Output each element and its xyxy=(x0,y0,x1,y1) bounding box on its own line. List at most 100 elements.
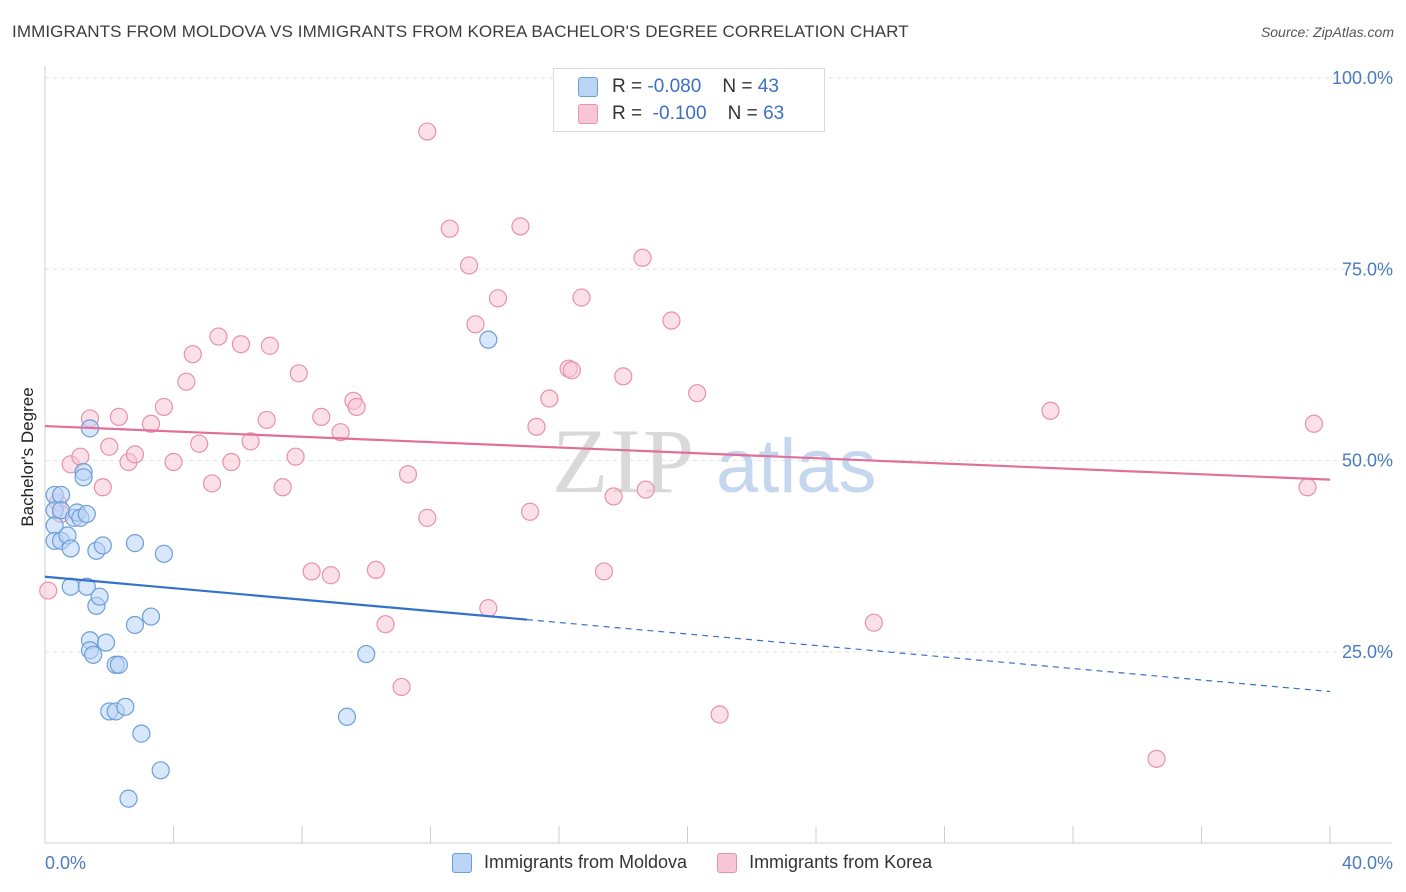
data-point-moldova xyxy=(357,644,376,664)
data-point-korea xyxy=(125,445,145,464)
data-point-korea xyxy=(190,434,209,453)
data-point-korea xyxy=(376,615,395,634)
y-axis-label: Bachelor's Degree xyxy=(18,387,37,526)
source-label: Source: ZipAtlas.com xyxy=(1260,24,1394,40)
data-point-korea xyxy=(164,452,183,472)
data-point-korea xyxy=(418,508,437,527)
watermark-zip: ZIP xyxy=(552,410,696,512)
data-point-korea xyxy=(154,397,173,417)
data-point-korea xyxy=(440,219,459,238)
data-point-korea xyxy=(636,480,655,499)
data-point-korea xyxy=(100,437,119,456)
data-point-korea xyxy=(527,417,546,436)
legend-label-korea: Immigrants from Korea xyxy=(749,852,933,872)
data-point-moldova xyxy=(119,789,138,808)
legend-row-moldova: R = -0.080 N = 43 xyxy=(578,75,779,99)
data-point-korea xyxy=(209,327,228,346)
data-point-korea xyxy=(562,361,581,380)
stats-legend: R = -0.080 N = 43 R = -0.100 N = 63 xyxy=(553,68,825,132)
data-point-moldova xyxy=(116,697,135,716)
data-point-korea xyxy=(614,367,633,386)
data-point-korea xyxy=(459,256,479,275)
legend-label-moldova: Immigrants from Moldova xyxy=(484,852,688,872)
data-point-korea xyxy=(511,217,530,236)
y-tick-label: 100.0% xyxy=(1332,68,1393,88)
legend-swatch-moldova xyxy=(452,852,472,873)
data-point-moldova xyxy=(77,577,96,596)
data-point-korea xyxy=(488,289,508,308)
data-point-korea xyxy=(222,452,241,472)
data-point-korea xyxy=(321,566,341,585)
data-point-korea xyxy=(418,122,437,141)
trend-lines xyxy=(44,424,1331,693)
data-point-korea xyxy=(286,447,305,466)
data-point-korea xyxy=(633,248,652,267)
data-point-korea xyxy=(231,335,251,354)
series-korea xyxy=(39,122,1324,768)
data-point-korea xyxy=(540,389,559,408)
legend-n-value: 43 xyxy=(757,76,779,97)
data-point-korea xyxy=(479,599,498,618)
data-point-korea xyxy=(257,410,276,430)
data-point-korea xyxy=(177,372,196,391)
data-point-korea xyxy=(662,311,681,330)
data-point-korea xyxy=(331,423,350,442)
data-point-moldova xyxy=(125,534,145,553)
data-point-korea xyxy=(572,288,591,307)
data-point-korea xyxy=(392,677,411,697)
data-point-korea xyxy=(864,613,883,632)
legend-r-label: R = xyxy=(612,103,643,124)
data-point-korea xyxy=(466,315,485,334)
data-point-korea xyxy=(520,502,540,521)
series-legend: Immigrants from Moldova Immigrants from … xyxy=(452,852,962,873)
data-point-moldova xyxy=(93,536,112,555)
data-point-moldova xyxy=(51,485,71,505)
axes xyxy=(44,66,1392,844)
data-point-moldova xyxy=(132,724,151,743)
data-point-moldova xyxy=(74,468,93,487)
legend-swatch-korea xyxy=(717,852,738,873)
data-point-korea xyxy=(366,560,385,579)
data-point-moldova xyxy=(96,633,116,652)
data-point-korea xyxy=(312,407,331,426)
data-point-moldova xyxy=(154,544,173,563)
data-point-korea xyxy=(241,432,260,451)
data-point-moldova xyxy=(61,577,80,596)
trend-line-korea xyxy=(44,424,1331,481)
data-point-korea xyxy=(93,478,112,497)
x-tick-label: 0.0% xyxy=(45,853,86,873)
data-point-korea xyxy=(109,407,128,426)
data-point-korea xyxy=(260,336,279,355)
data-point-moldova xyxy=(125,615,145,635)
legend-r-label: R = xyxy=(612,76,643,97)
data-point-moldova xyxy=(151,761,170,780)
gridlines xyxy=(45,77,1392,653)
data-point-korea xyxy=(1304,414,1324,433)
data-point-korea xyxy=(1041,401,1060,420)
y-tick-label: 50.0% xyxy=(1342,451,1393,471)
data-point-moldova xyxy=(109,655,128,674)
trend-line-moldova xyxy=(44,575,527,621)
data-point-korea xyxy=(604,487,623,506)
trend-line-moldova-extension xyxy=(526,619,1331,693)
legend-n-value: 63 xyxy=(763,103,785,124)
data-point-moldova xyxy=(141,607,161,626)
watermark: ZIP atlas xyxy=(552,410,877,512)
data-point-korea xyxy=(141,414,161,433)
tick-labels: 100.0% 75.0% 50.0% 25.0% 0.0% 40.0% xyxy=(45,68,1393,873)
data-point-korea xyxy=(183,345,202,364)
data-point-korea xyxy=(1298,478,1317,497)
legend-r-value: -0.080 xyxy=(647,76,702,97)
data-point-korea xyxy=(398,465,418,484)
legend-item-moldova: Immigrants from Moldova xyxy=(452,852,687,873)
watermark-atlas: atlas xyxy=(716,424,877,509)
data-point-korea xyxy=(71,447,90,466)
data-point-korea xyxy=(202,474,222,493)
data-point-moldova xyxy=(90,587,109,606)
legend-swatch-moldova xyxy=(578,77,598,97)
data-point-korea xyxy=(302,562,321,581)
data-point-korea xyxy=(39,581,58,600)
y-tick-label: 75.0% xyxy=(1342,259,1393,279)
y-tick-label: 25.0% xyxy=(1342,642,1393,662)
